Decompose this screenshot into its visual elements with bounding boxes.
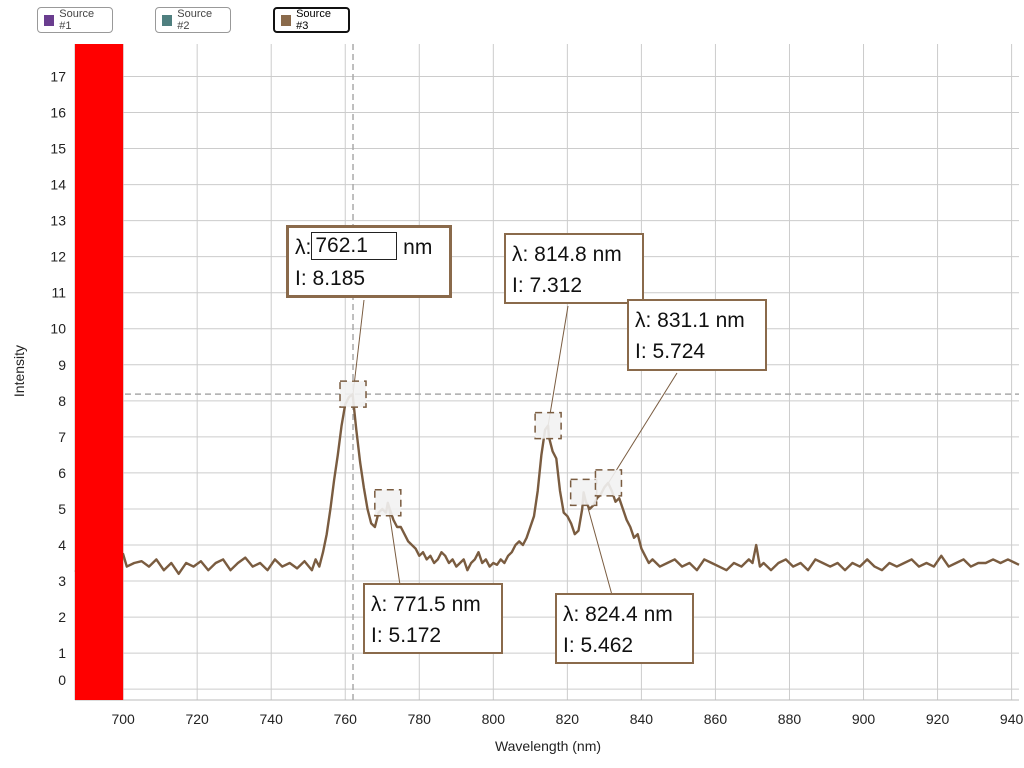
x-tick-label: 700 bbox=[111, 711, 135, 727]
legend-swatch bbox=[44, 14, 55, 26]
y-tick-label: 1 bbox=[58, 645, 66, 661]
lambda-prefix: λ: bbox=[295, 236, 312, 259]
y-tick-label: 10 bbox=[50, 321, 66, 337]
legend-button-source-2[interactable]: Source #2 bbox=[155, 7, 231, 33]
y-tick-label: 9 bbox=[58, 357, 66, 373]
intensity-prefix: I: bbox=[295, 267, 313, 290]
x-tick-label: 840 bbox=[630, 711, 654, 727]
peak-intensity-value: 5.724 bbox=[652, 340, 706, 363]
peak-marker bbox=[339, 380, 367, 408]
peak-connector bbox=[547, 305, 569, 426]
peak-wavelength-value: 771.5 bbox=[393, 593, 446, 616]
intensity-prefix: I: bbox=[563, 634, 581, 657]
y-tick-label: 7 bbox=[58, 429, 66, 445]
legend-label: Source #2 bbox=[177, 8, 213, 32]
intensity-prefix: I: bbox=[635, 340, 653, 363]
peak-marker bbox=[534, 411, 562, 440]
y-tick-label: 5 bbox=[58, 501, 66, 517]
x-tick-label: 820 bbox=[556, 711, 580, 727]
y-tick-label: 8 bbox=[58, 393, 66, 409]
nm-unit: nm bbox=[586, 243, 622, 266]
x-tick-label: 720 bbox=[185, 711, 209, 727]
peak-wavelength-line: λ: 814.8 nm bbox=[512, 239, 636, 270]
highlight-band bbox=[75, 44, 124, 700]
lambda-prefix: λ: bbox=[563, 603, 586, 626]
legend-label: Source #3 bbox=[296, 8, 331, 32]
peak-wavelength-value: 814.8 bbox=[534, 243, 587, 266]
x-tick-label: 760 bbox=[334, 711, 358, 727]
nm-unit: nm bbox=[637, 603, 673, 626]
y-tick-label: 11 bbox=[51, 285, 66, 301]
peak-wavelength-line: λ: 824.4 nm bbox=[563, 599, 686, 630]
x-tick-label: 800 bbox=[482, 711, 506, 727]
y-tick-label: 14 bbox=[50, 177, 66, 193]
y-tick-label: 17 bbox=[50, 68, 66, 84]
nm-unit: nm bbox=[397, 236, 433, 259]
peak-label-2[interactable]: λ: 771.5 nm I: 5.172 bbox=[363, 583, 503, 654]
intensity-prefix: I: bbox=[371, 624, 389, 647]
y-tick-label: 6 bbox=[58, 465, 66, 481]
y-tick-label: 2 bbox=[58, 609, 66, 625]
y-tick-label: 13 bbox=[50, 213, 66, 229]
peak-wavelength-value: 831.1 bbox=[657, 309, 710, 332]
peak-intensity-value: 5.462 bbox=[580, 634, 634, 657]
series-line-source-3 bbox=[74, 393, 1020, 575]
peak-intensity-value: 8.185 bbox=[312, 267, 366, 290]
wavelength-input[interactable]: 762.1 bbox=[311, 232, 398, 261]
lambda-prefix: λ: bbox=[371, 593, 394, 616]
x-tick-label: 900 bbox=[852, 711, 876, 727]
peak-label-1[interactable]: λ: 762.1 nm I: 8.185 bbox=[286, 225, 452, 298]
intensity-prefix: I: bbox=[512, 274, 530, 297]
x-tick-label: 880 bbox=[778, 711, 802, 727]
y-tick-label: 4 bbox=[58, 537, 66, 553]
y-tick-label: 15 bbox=[50, 141, 66, 157]
legend-swatch bbox=[162, 14, 173, 26]
y-tick-label: 16 bbox=[50, 104, 66, 120]
y-tick-label: 0 bbox=[58, 672, 66, 688]
peak-wavelength-line: λ: 771.5 nm bbox=[371, 589, 495, 620]
peak-intensity-value: 7.312 bbox=[529, 274, 583, 297]
x-axis-title: Wavelength (nm) bbox=[494, 738, 602, 754]
peak-intensity-value: 5.172 bbox=[388, 624, 442, 647]
peak-wavelength-value: 824.4 bbox=[585, 603, 638, 626]
peak-wavelength-line: λ: 762.1 nm bbox=[295, 232, 443, 263]
x-tick-label: 780 bbox=[408, 711, 432, 727]
y-tick-label: 12 bbox=[50, 249, 66, 265]
peak-marker bbox=[569, 478, 598, 507]
peak-label-4[interactable]: λ: 824.4 nm I: 5.462 bbox=[555, 593, 694, 664]
lambda-prefix: λ: bbox=[635, 309, 658, 332]
y-axis-title: Intensity bbox=[11, 344, 27, 398]
nm-unit: nm bbox=[709, 309, 745, 332]
peak-wavelength-line: λ: 831.1 nm bbox=[635, 305, 759, 336]
x-tick-label: 940 bbox=[1000, 711, 1024, 727]
legend-label: Source #1 bbox=[59, 8, 95, 32]
peak-marker bbox=[594, 469, 623, 497]
peak-intensity-line: I: 7.312 bbox=[512, 270, 636, 301]
nm-unit: nm bbox=[445, 593, 481, 616]
peak-intensity-line: I: 5.724 bbox=[635, 336, 759, 367]
legend-button-source-3[interactable]: Source #3 bbox=[273, 7, 350, 33]
peak-marker bbox=[374, 489, 402, 517]
y-tick-label: 3 bbox=[58, 573, 66, 589]
peak-connector bbox=[352, 299, 365, 395]
peak-intensity-line: I: 5.462 bbox=[563, 630, 686, 661]
x-tick-label: 740 bbox=[260, 711, 284, 727]
peak-intensity-line: I: 5.172 bbox=[371, 620, 495, 651]
peak-intensity-line: I: 8.185 bbox=[295, 263, 443, 294]
lambda-prefix: λ: bbox=[512, 243, 535, 266]
peak-label-3[interactable]: λ: 814.8 nm I: 7.312 bbox=[504, 233, 644, 304]
legend-button-source-1[interactable]: Source #1 bbox=[37, 7, 113, 33]
peak-connector bbox=[608, 372, 678, 484]
x-tick-label: 920 bbox=[926, 711, 950, 727]
legend-swatch bbox=[281, 14, 292, 26]
peak-label-5[interactable]: λ: 831.1 nm I: 5.724 bbox=[627, 299, 767, 371]
peak-connector bbox=[583, 492, 613, 596]
x-tick-label: 860 bbox=[704, 711, 728, 727]
